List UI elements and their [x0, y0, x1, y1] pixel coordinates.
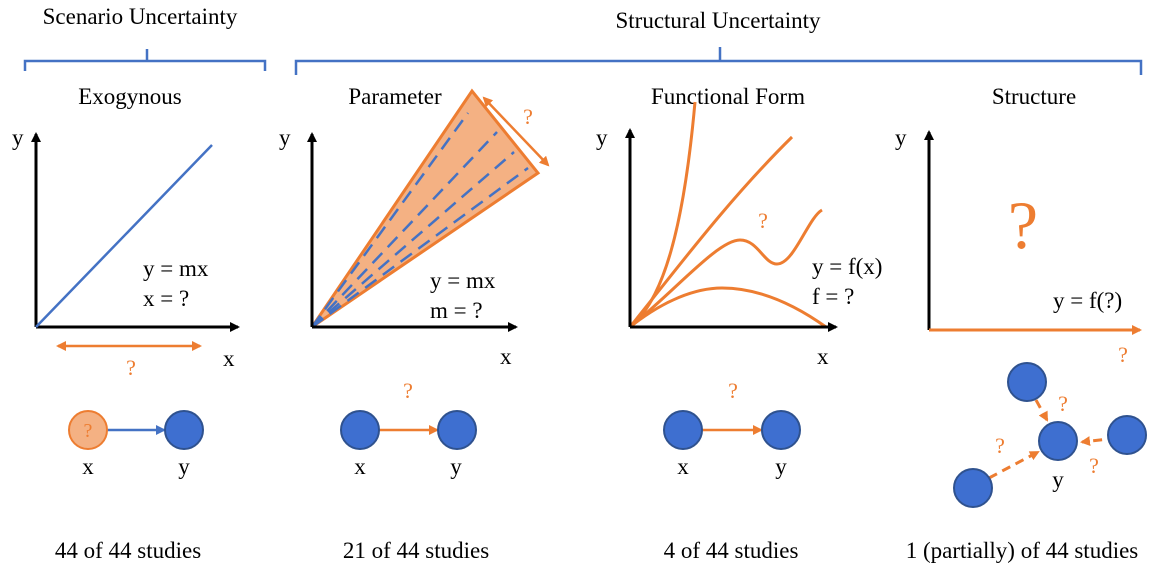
study-count: 21 of 44 studies	[343, 538, 489, 563]
big-question: ?	[1008, 187, 1038, 263]
node-x-unknown	[68, 410, 108, 450]
x-axis-label: x	[817, 344, 829, 369]
equation-1: y = f(x)	[812, 254, 882, 279]
panel-title: Structure	[992, 84, 1076, 109]
node-y	[164, 410, 204, 450]
panel-title: Parameter	[348, 84, 442, 109]
y-axis-label: y	[279, 125, 291, 150]
study-count: 44 of 44 studies	[55, 538, 201, 563]
equation-2: x = ?	[143, 286, 189, 311]
node-top	[1007, 362, 1047, 402]
edge-question: ?	[403, 378, 413, 403]
range-question: ?	[126, 355, 136, 380]
axis-question: ?	[1118, 342, 1128, 367]
panel-functional-form: Functional Form y x ? y = f(x) f = ? ? x…	[596, 84, 882, 563]
node-y	[1038, 421, 1078, 461]
panel-title: Functional Form	[651, 84, 805, 109]
y-axis-label: y	[12, 125, 24, 150]
structural-uncertainty-label: Structural Uncertainty	[615, 8, 821, 33]
equation-1: y = mx	[143, 256, 209, 281]
node-x-question: ?	[84, 420, 93, 442]
blue-line	[35, 144, 213, 328]
edge-question-top: ?	[1058, 391, 1068, 416]
equation-2: m = ?	[430, 298, 483, 323]
orange-range-arrow	[482, 96, 550, 167]
candidate-curves	[628, 101, 827, 329]
y-axis-label: y	[596, 125, 608, 150]
scenario-uncertainty-label: Scenario Uncertainty	[43, 4, 238, 29]
node-y-label: y	[178, 454, 190, 479]
node-right	[1107, 415, 1147, 455]
header: Scenario Uncertainty Structural Uncertai…	[23, 4, 1143, 75]
x-axis-label: x	[500, 344, 512, 369]
edge-question-left: ?	[995, 433, 1005, 458]
equation-1: y = mx	[430, 268, 496, 293]
edge-question-right: ?	[1089, 453, 1099, 478]
node-x	[340, 410, 380, 450]
node-x-label: x	[354, 454, 366, 479]
y-axis-label: y	[895, 125, 907, 150]
node-x-label: x	[82, 454, 94, 479]
equation-2: f = ?	[812, 284, 854, 309]
equation-1: y = f(?)	[1053, 288, 1122, 313]
panel-parameter: Parameter y x ? y = mx m = ? ? x y 21 of…	[279, 84, 550, 563]
node-y	[437, 410, 477, 450]
panel-exogenous: Exogynous y x y = mx x = ? ? ? x y 44 of…	[12, 84, 240, 563]
scenario-bracket	[23, 49, 267, 71]
x-axis-label: x	[223, 346, 235, 371]
curve-question: ?	[758, 208, 768, 233]
node-x-label: x	[677, 454, 689, 479]
structural-bracket	[294, 47, 1143, 75]
node-y-label: y	[450, 454, 462, 479]
edge-question: ?	[728, 378, 738, 403]
node-y-label: y	[1052, 467, 1064, 492]
dashed-lines	[310, 112, 529, 329]
node-x	[663, 410, 703, 450]
study-count: 1 (partially) of 44 studies	[906, 538, 1139, 563]
study-count: 4 of 44 studies	[664, 538, 799, 563]
node-bottom-left	[953, 468, 993, 508]
panel-structure: Structure y ? ? y = f(?) ? ? ? y 1 (part…	[895, 84, 1147, 563]
node-y-label: y	[775, 454, 787, 479]
node-y	[761, 410, 801, 450]
panel-title: Exogynous	[78, 84, 182, 109]
range-question: ?	[523, 104, 533, 129]
